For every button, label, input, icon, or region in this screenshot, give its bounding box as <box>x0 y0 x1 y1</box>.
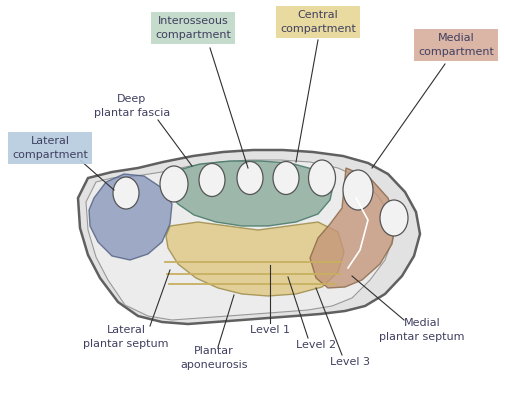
Ellipse shape <box>113 177 139 209</box>
Ellipse shape <box>160 166 188 202</box>
Text: Central
compartment: Central compartment <box>279 10 355 34</box>
Text: Plantar
aponeurosis: Plantar aponeurosis <box>180 346 247 370</box>
Text: Interosseous
compartment: Interosseous compartment <box>155 16 230 40</box>
Polygon shape <box>310 168 395 288</box>
Text: Medial
compartment: Medial compartment <box>417 33 493 57</box>
Text: Level 3: Level 3 <box>329 357 369 367</box>
Ellipse shape <box>236 162 263 195</box>
Ellipse shape <box>198 164 225 197</box>
Text: Lateral
plantar septum: Lateral plantar septum <box>83 325 168 349</box>
Text: Lateral
compartment: Lateral compartment <box>12 136 88 160</box>
Text: Medial
plantar septum: Medial plantar septum <box>379 318 464 342</box>
Polygon shape <box>89 174 172 260</box>
Ellipse shape <box>342 170 372 210</box>
Text: Level 2: Level 2 <box>295 340 335 350</box>
Text: Deep
plantar fascia: Deep plantar fascia <box>94 94 170 118</box>
Polygon shape <box>78 150 419 324</box>
Polygon shape <box>168 161 333 226</box>
Text: Level 1: Level 1 <box>249 325 289 335</box>
Ellipse shape <box>273 162 298 195</box>
Polygon shape <box>86 160 392 320</box>
Ellipse shape <box>308 160 335 196</box>
Polygon shape <box>166 222 343 296</box>
Ellipse shape <box>379 200 407 236</box>
